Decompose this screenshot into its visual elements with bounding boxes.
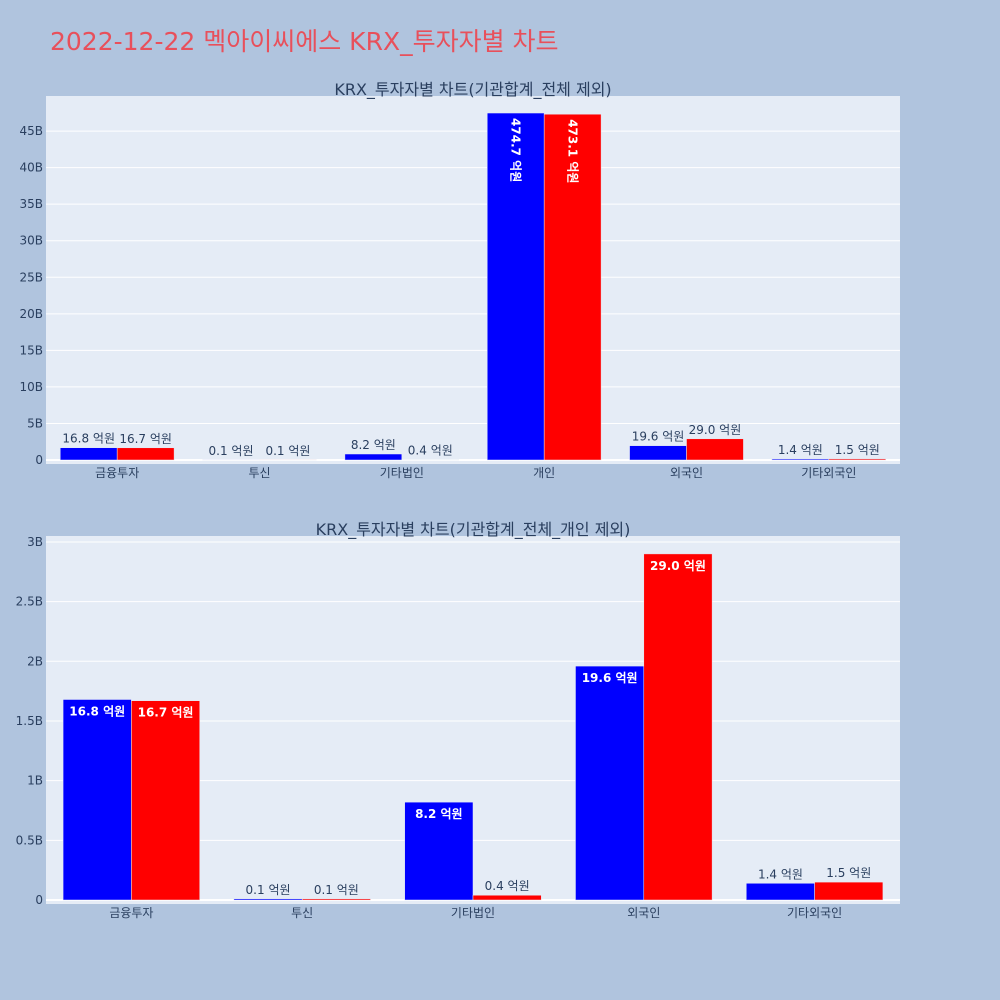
grid-top: 0 5B 10B 15B 20B 25B 30B 35B 40B 45B: [19, 124, 900, 467]
bar-value-label: 16.7 억원: [138, 706, 194, 720]
y-tick-label: 45B: [19, 124, 43, 138]
bar-value-label: 16.8 억원: [69, 705, 125, 719]
x-tick-label: 개인: [533, 466, 555, 480]
subplot-title-bottom: KRX_투자자별 차트(기관합계_전체_개인 제외): [316, 520, 631, 540]
bar: [62, 699, 132, 901]
bar-value-label: 1.4 억원: [758, 867, 803, 881]
bar: [116, 447, 175, 461]
plot-area-top: [46, 96, 900, 464]
x-tick-label: 금융투자: [95, 466, 139, 480]
bar-value-label: 0.4 억원: [408, 444, 453, 458]
y-tick-label: 25B: [19, 270, 43, 284]
x-tick-label: 외국인: [627, 906, 660, 920]
bar: [472, 894, 542, 901]
y-tick-label: 2B: [27, 654, 43, 668]
bar-value-label: 0.1 억원: [265, 444, 310, 458]
bar: [746, 883, 815, 901]
y-tick-label: 3B: [27, 535, 43, 549]
bar-value-label: 8.2 억원: [415, 807, 463, 821]
bar: [643, 553, 713, 901]
chart-bottom: KRX_투자자별 차트(기관합계_전체_개인 제외) 0 0.5B 1B 1.5B 2B…: [16, 520, 900, 920]
bars-top: [59, 112, 887, 461]
bar-value-label: 1.5 억원: [826, 866, 871, 880]
x-tick-label: 기타법인: [380, 466, 424, 480]
bar-value-label: 16.8 억원: [62, 432, 115, 446]
bar-value-label: 0.4 억원: [485, 879, 530, 893]
x-tick-label: 투신: [291, 906, 313, 920]
x-tick-label: 금융투자: [109, 906, 153, 920]
bar-value-label: 1.5 억원: [835, 443, 880, 457]
x-tick-label: 기타외국인: [787, 906, 842, 920]
bars-bottom: [62, 553, 884, 901]
y-tick-label: 20B: [19, 307, 43, 321]
y-tick-label: 1.5B: [16, 714, 43, 728]
y-tick-label: 1B: [27, 774, 43, 788]
bar-value-label: 1.4 억원: [778, 443, 823, 457]
x-tick-label: 기타외국인: [801, 466, 856, 480]
bar-value-label: 29.0 억원: [650, 559, 706, 573]
page-title: 2022-12-22 멕아이씨에스 KRX_투자자별 차트: [50, 27, 559, 56]
bar: [131, 700, 200, 901]
x-tick-label: 외국인: [670, 466, 703, 480]
bar-value-label: 0.1 억원: [209, 444, 254, 458]
bar: [486, 112, 545, 461]
chart-top: KRX_투자자별 차트(기관합계_전체 제외) 0 5B 10B 15B 20B 25B 3…: [19, 80, 900, 480]
y-tick-label: 5B: [27, 416, 43, 430]
bar-value-label: 16.7 억원: [119, 432, 172, 446]
bar-value-label: 29.0 억원: [689, 423, 742, 437]
y-tick-label: 30B: [19, 234, 43, 248]
y-tick-label: 0: [35, 453, 43, 467]
bar: [575, 665, 645, 901]
bar-value-label: 474.7 억원: [509, 118, 523, 182]
bar: [301, 898, 371, 901]
bar: [233, 898, 303, 901]
x-tick-label: 기타법인: [451, 906, 495, 920]
y-tick-label: 40B: [19, 161, 43, 175]
bar: [828, 458, 887, 461]
bar: [404, 801, 474, 901]
y-tick-label: 0: [35, 893, 43, 907]
x-tick-label: 투신: [248, 466, 270, 480]
bar-value-label: 473.1 억원: [566, 119, 580, 183]
y-tick-label: 0.5B: [16, 833, 43, 847]
subplot-title-top: KRX_투자자별 차트(기관합계_전체 제외): [334, 80, 611, 100]
y-tick-label: 10B: [19, 380, 43, 394]
bar: [629, 445, 687, 461]
y-tick-label: 35B: [19, 197, 43, 211]
bar: [59, 447, 118, 461]
bar-value-label: 19.6 억원: [582, 671, 638, 685]
bar: [814, 881, 884, 901]
bar-value-label: 8.2 억원: [351, 438, 396, 452]
bar: [344, 453, 403, 461]
bar: [771, 458, 830, 461]
y-tick-label: 2.5B: [16, 595, 43, 609]
bar-value-label: 0.1 억원: [314, 883, 359, 897]
bar-value-label: 19.6 억원: [632, 430, 685, 444]
bar: [686, 438, 744, 461]
bar: [543, 113, 602, 461]
y-tick-label: 15B: [19, 343, 43, 357]
bar-value-label: 0.1 억원: [246, 883, 291, 897]
